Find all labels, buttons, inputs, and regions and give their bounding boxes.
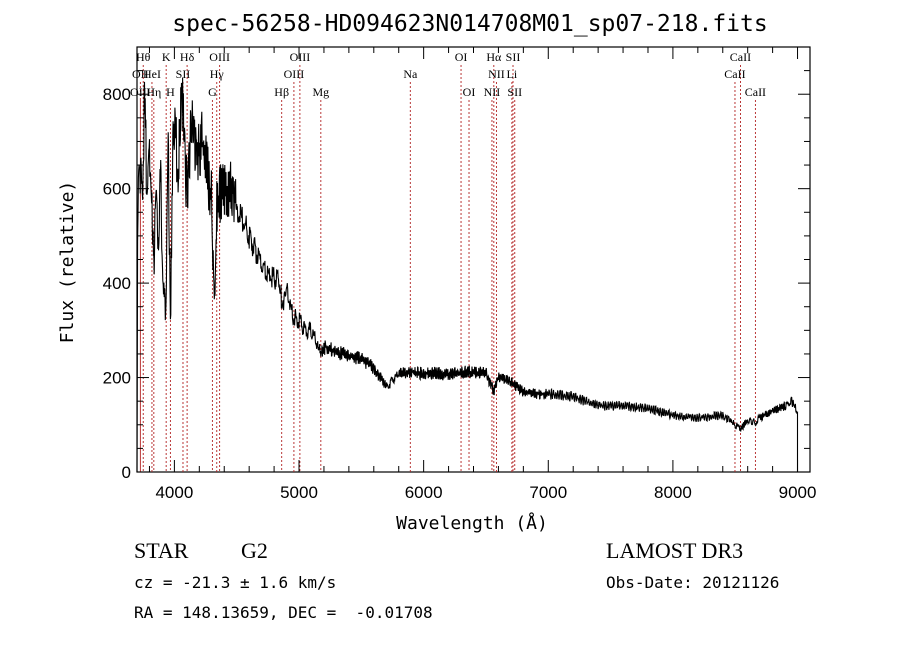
line-marker-label: Hη bbox=[146, 85, 161, 99]
line-marker-label: OIII bbox=[209, 50, 230, 64]
plot-frame bbox=[136, 46, 811, 473]
y-tick-label: 800 bbox=[103, 85, 131, 104]
x-tick-label: 4000 bbox=[155, 483, 193, 502]
x-tick-label: 5000 bbox=[280, 483, 318, 502]
x-tick-label: 8000 bbox=[654, 483, 692, 502]
chart-title: spec-56258-HD094623N014708M01_sp07-218.f… bbox=[172, 11, 767, 37]
y-tick-label: 200 bbox=[103, 369, 131, 388]
line-marker-label: OI bbox=[463, 85, 476, 99]
coordinates-text: RA = 148.13659, DEC = -0.01708 bbox=[134, 603, 433, 622]
survey-name: LAMOST DR3 bbox=[606, 538, 744, 563]
line-marker-label: Hα bbox=[486, 50, 502, 64]
y-axis-label: Flux (relative) bbox=[57, 181, 78, 344]
line-marker-label: OI bbox=[455, 50, 468, 64]
line-markers: OII OIII Hθ HeI Hη K SII H Hδ OIII Hγ G Hβ OIII OIII Mg… bbox=[130, 50, 766, 472]
x-tick-label: 9000 bbox=[779, 483, 817, 502]
line-marker-label: K bbox=[162, 50, 171, 64]
line-marker-label: NII bbox=[484, 85, 501, 99]
spectrum-line bbox=[136, 77, 799, 473]
line-marker-label: Mg bbox=[312, 85, 329, 99]
line-marker-label: CaII bbox=[730, 50, 751, 64]
x-axis-label: Wavelength (Å) bbox=[396, 512, 548, 534]
y-tick-label: 0 bbox=[122, 463, 131, 482]
x-tick-label: 6000 bbox=[405, 483, 443, 502]
line-marker-label: Hδ bbox=[180, 50, 195, 64]
object-subclass: G2 bbox=[241, 538, 268, 563]
line-marker-label: HeI bbox=[143, 67, 161, 81]
redshift-text: cz = -21.3 ± 1.6 km/s bbox=[134, 573, 337, 592]
line-marker-label: Li bbox=[507, 67, 518, 81]
line-marker-label: OIII bbox=[130, 85, 151, 99]
line-marker-label: NII bbox=[488, 67, 505, 81]
x-tick-label: 7000 bbox=[529, 483, 567, 502]
line-marker-label: H bbox=[166, 85, 175, 99]
line-marker-label: Na bbox=[403, 67, 418, 81]
line-marker-label: OIII bbox=[290, 50, 311, 64]
line-marker-label: SII bbox=[506, 50, 521, 64]
line-marker-label: OII bbox=[132, 67, 149, 81]
obs-date: Obs-Date: 20121126 bbox=[606, 573, 780, 592]
y-tick-label: 400 bbox=[103, 274, 131, 293]
y-tick-label: 600 bbox=[103, 180, 131, 199]
line-marker-label: Hγ bbox=[210, 67, 225, 81]
object-class: STAR bbox=[134, 538, 189, 563]
axis-ticks: 4000 5000 6000 7000 8000 9000 0 200 400 600 800 bbox=[103, 47, 817, 502]
line-marker-label: OIII bbox=[284, 67, 305, 81]
line-marker-label: CaII bbox=[745, 85, 766, 99]
line-marker-label: CaII bbox=[724, 67, 745, 81]
line-marker-label: G bbox=[208, 85, 217, 99]
line-marker-label: SII bbox=[507, 85, 522, 99]
line-marker-label: Hθ bbox=[136, 50, 151, 64]
line-marker-label: Hβ bbox=[274, 85, 289, 99]
